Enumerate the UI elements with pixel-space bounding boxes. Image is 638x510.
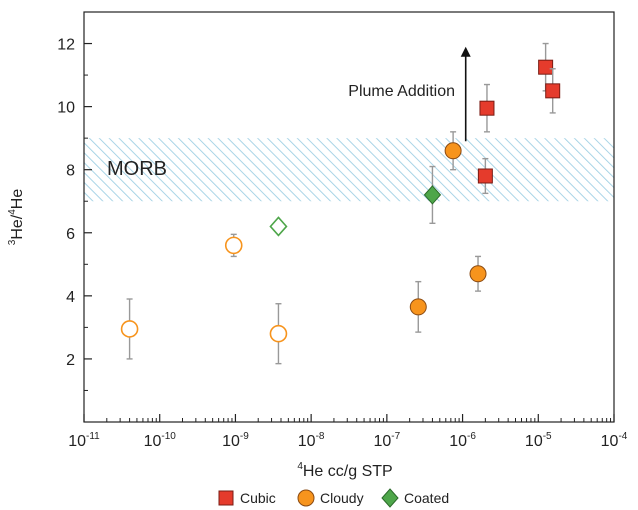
x-tick-label: 10-7 xyxy=(374,431,401,450)
y-axis-ticks: 2 4 6 8 10 12 xyxy=(57,11,92,391)
x-axis-ticks: 10-11 10-10 10-9 10-8 10-7 10-6 10-5 10-4 xyxy=(68,414,628,450)
y-tick-label: 8 xyxy=(66,163,75,180)
annotation-arrow-head xyxy=(460,46,471,57)
y-axis-label: 3He/4He xyxy=(7,189,26,246)
point-coated xyxy=(269,216,288,237)
point-cloudy xyxy=(409,298,427,316)
legend: Cubic Cloudy Coated xyxy=(218,488,449,508)
y-tick-label: 4 xyxy=(66,289,75,306)
y-tick-label: 10 xyxy=(57,100,75,117)
y-tick-label: 2 xyxy=(66,352,75,369)
point-cloudy xyxy=(269,324,288,343)
legend-swatch-cubic xyxy=(218,490,234,506)
data-points xyxy=(120,42,561,365)
point-cubic xyxy=(538,59,554,75)
point-cloudy xyxy=(444,142,462,160)
plot-frame xyxy=(83,11,615,423)
legend-swatch-cloudy xyxy=(297,489,315,507)
x-tick-label: 10-8 xyxy=(298,431,325,450)
point-cubic xyxy=(545,83,561,99)
point-cubic xyxy=(477,168,493,184)
x-tick-label: 10-4 xyxy=(601,431,628,450)
legend-label-coated: Coated xyxy=(404,490,449,506)
point-coated xyxy=(423,185,442,205)
plume-annotation xyxy=(460,46,471,142)
x-tick-label: 10-5 xyxy=(525,431,552,450)
x-tick-label: 10-10 xyxy=(144,431,177,450)
point-cloudy xyxy=(120,320,139,338)
legend-label-cloudy: Cloudy xyxy=(320,490,364,506)
x-tick-label: 10-11 xyxy=(68,431,100,450)
point-cubic xyxy=(479,100,495,116)
band-label: MORB xyxy=(107,158,167,180)
x-tick-label: 10-9 xyxy=(222,431,249,450)
x-axis-label: 4He cc/g STP xyxy=(297,461,392,480)
point-cloudy xyxy=(469,265,487,283)
point-cloudy xyxy=(224,236,243,255)
legend-swatch-coated xyxy=(381,488,399,508)
x-tick-label: 10-6 xyxy=(449,431,476,450)
morb-band-fill xyxy=(84,138,614,202)
legend-label-cubic: Cubic xyxy=(240,490,276,506)
y-tick-label: 12 xyxy=(57,37,75,54)
y-tick-label: 6 xyxy=(66,226,75,243)
morb-band xyxy=(84,138,614,202)
annotation-text: Plume Addition xyxy=(348,83,455,100)
